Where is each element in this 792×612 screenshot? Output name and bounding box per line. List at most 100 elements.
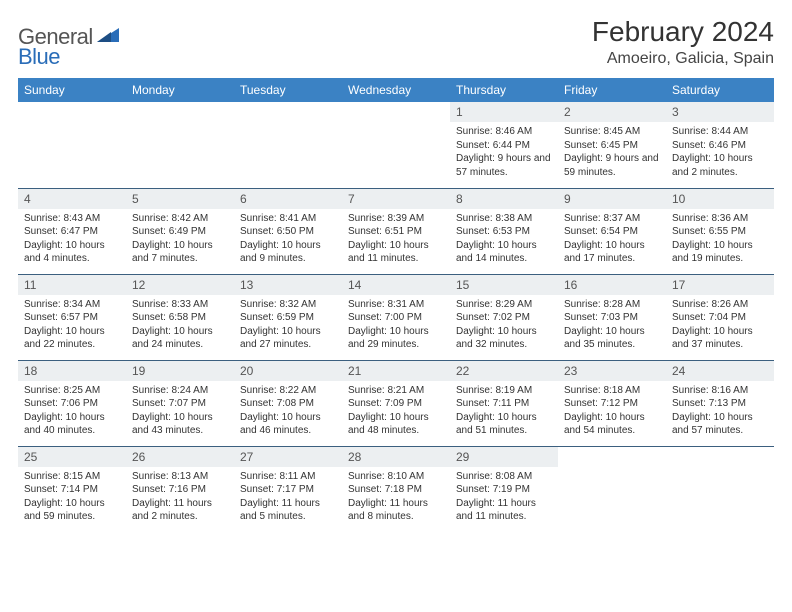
daylight-text: Daylight: 10 hours and 2 minutes. [672,152,768,179]
sunset-text: Sunset: 6:57 PM [24,311,120,325]
calendar-cell: 26Sunrise: 8:13 AMSunset: 7:16 PMDayligh… [126,446,234,532]
calendar-cell: 13Sunrise: 8:32 AMSunset: 6:59 PMDayligh… [234,274,342,360]
sunrise-text: Sunrise: 8:21 AM [348,384,444,398]
day-content: Sunrise: 8:18 AMSunset: 7:12 PMDaylight:… [558,381,666,442]
calendar-cell: 3Sunrise: 8:44 AMSunset: 6:46 PMDaylight… [666,102,774,188]
sunset-text: Sunset: 7:13 PM [672,397,768,411]
sunset-text: Sunset: 7:16 PM [132,483,228,497]
table-row: 25Sunrise: 8:15 AMSunset: 7:14 PMDayligh… [18,446,774,532]
calendar-cell: 14Sunrise: 8:31 AMSunset: 7:00 PMDayligh… [342,274,450,360]
daylight-text: Daylight: 11 hours and 11 minutes. [456,497,552,524]
day-number: 23 [558,361,666,381]
sunrise-text: Sunrise: 8:16 AM [672,384,768,398]
day-content: Sunrise: 8:45 AMSunset: 6:45 PMDaylight:… [558,122,666,183]
day-content: Sunrise: 8:41 AMSunset: 6:50 PMDaylight:… [234,209,342,270]
sunrise-text: Sunrise: 8:43 AM [24,212,120,226]
day-content: Sunrise: 8:36 AMSunset: 6:55 PMDaylight:… [666,209,774,270]
sunrise-text: Sunrise: 8:22 AM [240,384,336,398]
title-block: February 2024 Amoeiro, Galicia, Spain [592,16,774,68]
calendar-cell: 7Sunrise: 8:39 AMSunset: 6:51 PMDaylight… [342,188,450,274]
sunrise-text: Sunrise: 8:42 AM [132,212,228,226]
day-content: Sunrise: 8:15 AMSunset: 7:14 PMDaylight:… [18,467,126,528]
day-content: Sunrise: 8:22 AMSunset: 7:08 PMDaylight:… [234,381,342,442]
header: General February 2024 Amoeiro, Galicia, … [18,16,774,68]
sunrise-text: Sunrise: 8:18 AM [564,384,660,398]
sunset-text: Sunset: 7:07 PM [132,397,228,411]
day-content: Sunrise: 8:34 AMSunset: 6:57 PMDaylight:… [18,295,126,356]
sunset-text: Sunset: 7:11 PM [456,397,552,411]
sunset-text: Sunset: 6:50 PM [240,225,336,239]
calendar-cell: 20Sunrise: 8:22 AMSunset: 7:08 PMDayligh… [234,360,342,446]
day-content: Sunrise: 8:25 AMSunset: 7:06 PMDaylight:… [18,381,126,442]
day-content: Sunrise: 8:29 AMSunset: 7:02 PMDaylight:… [450,295,558,356]
logo-text-blue: Blue [18,44,60,69]
calendar-cell: 29Sunrise: 8:08 AMSunset: 7:19 PMDayligh… [450,446,558,532]
logo-text-blue-wrap: Blue [18,44,60,70]
day-content: Sunrise: 8:43 AMSunset: 6:47 PMDaylight:… [18,209,126,270]
sunrise-text: Sunrise: 8:41 AM [240,212,336,226]
day-number: 21 [342,361,450,381]
calendar-cell: 24Sunrise: 8:16 AMSunset: 7:13 PMDayligh… [666,360,774,446]
location-text: Amoeiro, Galicia, Spain [592,50,774,68]
calendar-cell: 9Sunrise: 8:37 AMSunset: 6:54 PMDaylight… [558,188,666,274]
sunrise-text: Sunrise: 8:29 AM [456,298,552,312]
sunrise-text: Sunrise: 8:39 AM [348,212,444,226]
sunset-text: Sunset: 6:49 PM [132,225,228,239]
sunset-text: Sunset: 6:46 PM [672,139,768,153]
day-content: Sunrise: 8:46 AMSunset: 6:44 PMDaylight:… [450,122,558,183]
sunset-text: Sunset: 6:51 PM [348,225,444,239]
day-number: 26 [126,447,234,467]
daylight-text: Daylight: 10 hours and 27 minutes. [240,325,336,352]
day-header-tuesday: Tuesday [234,78,342,102]
sunset-text: Sunset: 6:44 PM [456,139,552,153]
day-number: 5 [126,189,234,209]
day-number: 11 [18,275,126,295]
day-content: Sunrise: 8:33 AMSunset: 6:58 PMDaylight:… [126,295,234,356]
sunrise-text: Sunrise: 8:19 AM [456,384,552,398]
day-number: 13 [234,275,342,295]
day-number: 20 [234,361,342,381]
calendar-header-row: Sunday Monday Tuesday Wednesday Thursday… [18,78,774,102]
sunrise-text: Sunrise: 8:34 AM [24,298,120,312]
sunrise-text: Sunrise: 8:26 AM [672,298,768,312]
day-content: Sunrise: 8:28 AMSunset: 7:03 PMDaylight:… [558,295,666,356]
calendar-cell: 19Sunrise: 8:24 AMSunset: 7:07 PMDayligh… [126,360,234,446]
daylight-text: Daylight: 10 hours and 51 minutes. [456,411,552,438]
daylight-text: Daylight: 10 hours and 40 minutes. [24,411,120,438]
day-number: 25 [18,447,126,467]
calendar-cell: 18Sunrise: 8:25 AMSunset: 7:06 PMDayligh… [18,360,126,446]
day-content: Sunrise: 8:19 AMSunset: 7:11 PMDaylight:… [450,381,558,442]
sunset-text: Sunset: 7:04 PM [672,311,768,325]
calendar-cell: 11Sunrise: 8:34 AMSunset: 6:57 PMDayligh… [18,274,126,360]
sunrise-text: Sunrise: 8:24 AM [132,384,228,398]
day-content: Sunrise: 8:16 AMSunset: 7:13 PMDaylight:… [666,381,774,442]
daylight-text: Daylight: 11 hours and 2 minutes. [132,497,228,524]
sunset-text: Sunset: 7:12 PM [564,397,660,411]
day-number: 9 [558,189,666,209]
sunrise-text: Sunrise: 8:45 AM [564,125,660,139]
calendar-cell: 27Sunrise: 8:11 AMSunset: 7:17 PMDayligh… [234,446,342,532]
day-content: Sunrise: 8:32 AMSunset: 6:59 PMDaylight:… [234,295,342,356]
sunset-text: Sunset: 7:08 PM [240,397,336,411]
calendar-cell: 12Sunrise: 8:33 AMSunset: 6:58 PMDayligh… [126,274,234,360]
daylight-text: Daylight: 10 hours and 22 minutes. [24,325,120,352]
calendar-cell: 8Sunrise: 8:38 AMSunset: 6:53 PMDaylight… [450,188,558,274]
day-content: Sunrise: 8:10 AMSunset: 7:18 PMDaylight:… [342,467,450,528]
sunrise-text: Sunrise: 8:08 AM [456,470,552,484]
sunrise-text: Sunrise: 8:28 AM [564,298,660,312]
daylight-text: Daylight: 10 hours and 54 minutes. [564,411,660,438]
day-content: Sunrise: 8:21 AMSunset: 7:09 PMDaylight:… [342,381,450,442]
sunrise-text: Sunrise: 8:25 AM [24,384,120,398]
daylight-text: Daylight: 9 hours and 59 minutes. [564,152,660,179]
calendar-cell: 22Sunrise: 8:19 AMSunset: 7:11 PMDayligh… [450,360,558,446]
sunset-text: Sunset: 7:02 PM [456,311,552,325]
day-content: Sunrise: 8:42 AMSunset: 6:49 PMDaylight:… [126,209,234,270]
sunrise-text: Sunrise: 8:38 AM [456,212,552,226]
calendar-cell: 10Sunrise: 8:36 AMSunset: 6:55 PMDayligh… [666,188,774,274]
day-header-saturday: Saturday [666,78,774,102]
daylight-text: Daylight: 10 hours and 48 minutes. [348,411,444,438]
day-number: 6 [234,189,342,209]
daylight-text: Daylight: 9 hours and 57 minutes. [456,152,552,179]
day-number: 2 [558,102,666,122]
sunrise-text: Sunrise: 8:15 AM [24,470,120,484]
